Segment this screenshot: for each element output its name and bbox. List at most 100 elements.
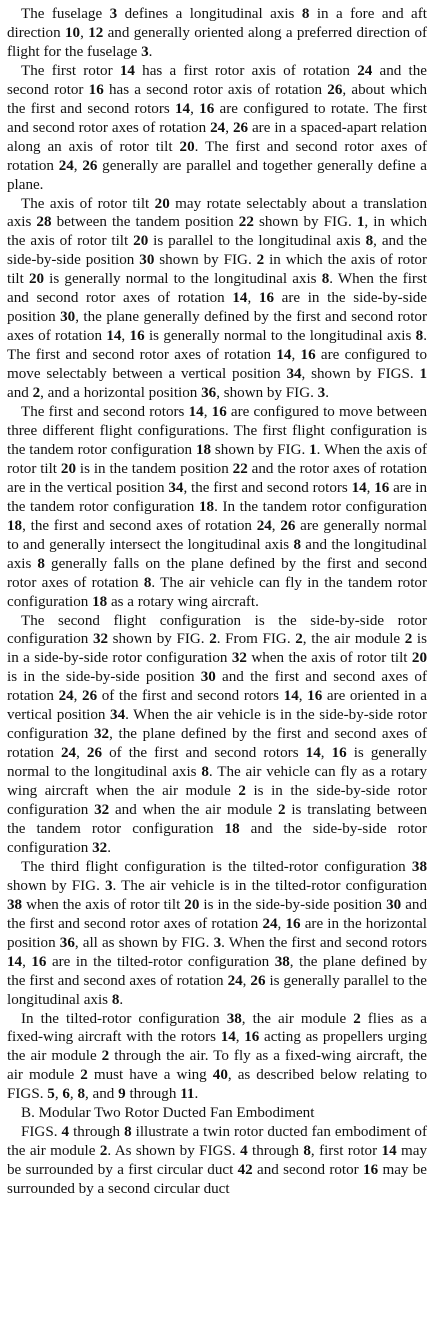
- reference-numeral: 1: [419, 366, 427, 382]
- reference-numeral: 24: [210, 120, 225, 136]
- reference-numeral: 42: [238, 1162, 253, 1178]
- reference-numeral: 14: [284, 688, 299, 704]
- reference-numeral: 38: [275, 954, 290, 970]
- reference-numeral: 8: [366, 233, 374, 249]
- reference-numeral: 18: [92, 594, 107, 610]
- reference-numeral: 14: [306, 745, 321, 761]
- reference-numeral: 1: [357, 214, 365, 230]
- reference-numeral: 20: [180, 139, 195, 155]
- reference-numeral: 28: [36, 214, 51, 230]
- reference-numeral: 16: [130, 328, 145, 344]
- reference-numeral: 1: [309, 442, 317, 458]
- reference-numeral: 14: [221, 1029, 236, 1045]
- reference-numeral: 2: [209, 631, 217, 647]
- reference-numeral: 2: [257, 252, 265, 268]
- reference-numeral: 18: [7, 518, 22, 534]
- reference-numeral: 26: [233, 120, 248, 136]
- reference-numeral: 20: [133, 233, 148, 249]
- reference-numeral: 26: [280, 518, 295, 534]
- reference-numeral: 8: [416, 328, 424, 344]
- section-heading: B. Modular Two Rotor Ducted Fan Embodime…: [7, 1104, 427, 1123]
- paragraph-tandem-configuration: The first and second rotors 14, 16 are c…: [7, 403, 427, 611]
- reference-numeral: 34: [286, 366, 301, 382]
- reference-numeral: 34: [168, 480, 183, 496]
- reference-numeral: 2: [80, 1067, 88, 1083]
- reference-numeral: 24: [357, 63, 372, 79]
- reference-numeral: 8: [112, 992, 120, 1008]
- reference-numeral: 10: [65, 25, 80, 41]
- reference-numeral: 2: [102, 1048, 110, 1064]
- paragraph-ducted-fan: FIGS. 4 through 8 illustrate a twin roto…: [7, 1123, 427, 1199]
- reference-numeral: 16: [374, 480, 389, 496]
- reference-numeral: 20: [412, 650, 427, 666]
- reference-numeral: 3: [110, 6, 118, 22]
- reference-numeral: 38: [227, 1011, 242, 1027]
- reference-numeral: 20: [155, 196, 170, 212]
- reference-numeral: 16: [89, 82, 104, 98]
- reference-numeral: 2: [405, 631, 413, 647]
- reference-numeral: 14: [352, 480, 367, 496]
- reference-numeral: 3: [141, 44, 149, 60]
- reference-numeral: 8: [77, 1086, 85, 1102]
- reference-numeral: 16: [363, 1162, 378, 1178]
- reference-numeral: 14: [276, 347, 291, 363]
- reference-numeral: 16: [301, 347, 316, 363]
- reference-numeral: 8: [302, 6, 310, 22]
- reference-numeral: 16: [244, 1029, 259, 1045]
- reference-numeral: 14: [175, 101, 190, 117]
- reference-numeral: 16: [199, 101, 214, 117]
- reference-numeral: 20: [184, 897, 199, 913]
- reference-numeral: 14: [106, 328, 121, 344]
- reference-numeral: 24: [262, 916, 277, 932]
- reference-numeral: 16: [307, 688, 322, 704]
- reference-numeral: 2: [100, 1143, 108, 1159]
- reference-numeral: 8: [201, 764, 209, 780]
- reference-numeral: 8: [124, 1124, 132, 1140]
- reference-numeral: 4: [62, 1124, 70, 1140]
- reference-numeral: 2: [33, 385, 41, 401]
- reference-numeral: 8: [37, 556, 45, 572]
- reference-numeral: 11: [180, 1086, 194, 1102]
- reference-numeral: 32: [94, 802, 109, 818]
- reference-numeral: 16: [332, 745, 347, 761]
- reference-numeral: 2: [238, 783, 246, 799]
- reference-numeral: 22: [233, 461, 248, 477]
- reference-numeral: 22: [239, 214, 254, 230]
- reference-numeral: 24: [61, 745, 76, 761]
- reference-numeral: 18: [196, 442, 211, 458]
- reference-numeral: 34: [110, 707, 125, 723]
- reference-numeral: 32: [232, 650, 247, 666]
- reference-numeral: 38: [412, 859, 427, 875]
- reference-numeral: 20: [61, 461, 76, 477]
- reference-numeral: 14: [7, 954, 22, 970]
- reference-numeral: 14: [189, 404, 204, 420]
- reference-numeral: 18: [199, 499, 214, 515]
- reference-numeral: 32: [92, 840, 107, 856]
- reference-numeral: 26: [327, 82, 342, 98]
- reference-numeral: 32: [93, 631, 108, 647]
- paragraph-rotor-axes: The first rotor 14 has a first rotor axi…: [7, 62, 427, 195]
- reference-numeral: 2: [353, 1011, 361, 1027]
- reference-numeral: 30: [201, 669, 216, 685]
- reference-numeral: 8: [144, 575, 152, 591]
- reference-numeral: 16: [212, 404, 227, 420]
- reference-numeral: 12: [88, 25, 103, 41]
- reference-numeral: 9: [118, 1086, 126, 1102]
- reference-numeral: 24: [59, 158, 74, 174]
- reference-numeral: 14: [232, 290, 247, 306]
- paragraph-side-by-side-configuration: The second flight configuration is the s…: [7, 612, 427, 858]
- reference-numeral: 8: [293, 537, 301, 553]
- reference-numeral: 3: [105, 878, 113, 894]
- reference-numeral: 8: [303, 1143, 311, 1159]
- reference-numeral: 26: [82, 688, 97, 704]
- reference-numeral: 18: [225, 821, 240, 837]
- reference-numeral: 24: [257, 518, 272, 534]
- reference-numeral: 14: [120, 63, 135, 79]
- reference-numeral: 30: [139, 252, 154, 268]
- reference-numeral: 20: [29, 271, 44, 287]
- paragraph-fuselage: The fuselage 3 defines a longitudinal ax…: [7, 5, 427, 62]
- reference-numeral: 26: [250, 973, 265, 989]
- reference-numeral: 3: [214, 935, 222, 951]
- reference-numeral: 2: [295, 631, 303, 647]
